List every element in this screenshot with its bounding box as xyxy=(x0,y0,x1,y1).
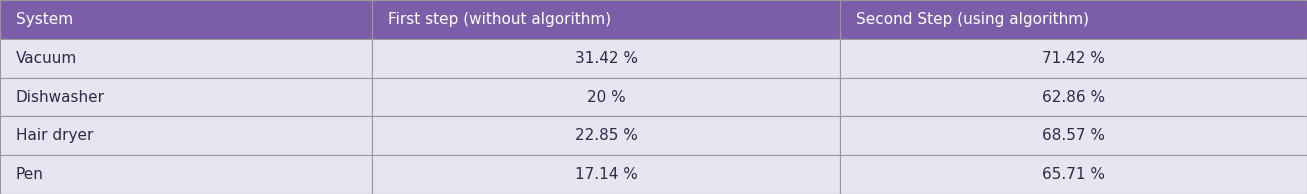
Bar xyxy=(0,78,372,116)
Bar xyxy=(0,155,372,194)
Text: Vacuum: Vacuum xyxy=(16,51,77,66)
Bar xyxy=(0,116,372,155)
Text: 20 %: 20 % xyxy=(587,89,626,105)
Text: First step (without algorithm): First step (without algorithm) xyxy=(388,12,612,27)
Text: Second Step (using algorithm): Second Step (using algorithm) xyxy=(856,12,1089,27)
Bar xyxy=(840,155,1307,194)
Text: System: System xyxy=(16,12,73,27)
Bar xyxy=(372,39,840,78)
Bar xyxy=(840,39,1307,78)
Text: 68.57 %: 68.57 % xyxy=(1042,128,1106,143)
Bar xyxy=(0,0,372,39)
Bar xyxy=(372,116,840,155)
Text: 17.14 %: 17.14 % xyxy=(575,167,638,182)
Text: 31.42 %: 31.42 % xyxy=(575,51,638,66)
Text: 65.71 %: 65.71 % xyxy=(1042,167,1106,182)
Bar xyxy=(372,155,840,194)
Bar xyxy=(840,0,1307,39)
Bar xyxy=(840,78,1307,116)
Text: Pen: Pen xyxy=(16,167,43,182)
Text: 22.85 %: 22.85 % xyxy=(575,128,638,143)
Bar xyxy=(372,78,840,116)
Text: 71.42 %: 71.42 % xyxy=(1042,51,1106,66)
Text: Hair dryer: Hair dryer xyxy=(16,128,93,143)
Text: Dishwasher: Dishwasher xyxy=(16,89,105,105)
Bar xyxy=(840,116,1307,155)
Text: 62.86 %: 62.86 % xyxy=(1042,89,1106,105)
Bar xyxy=(372,0,840,39)
Bar xyxy=(0,39,372,78)
